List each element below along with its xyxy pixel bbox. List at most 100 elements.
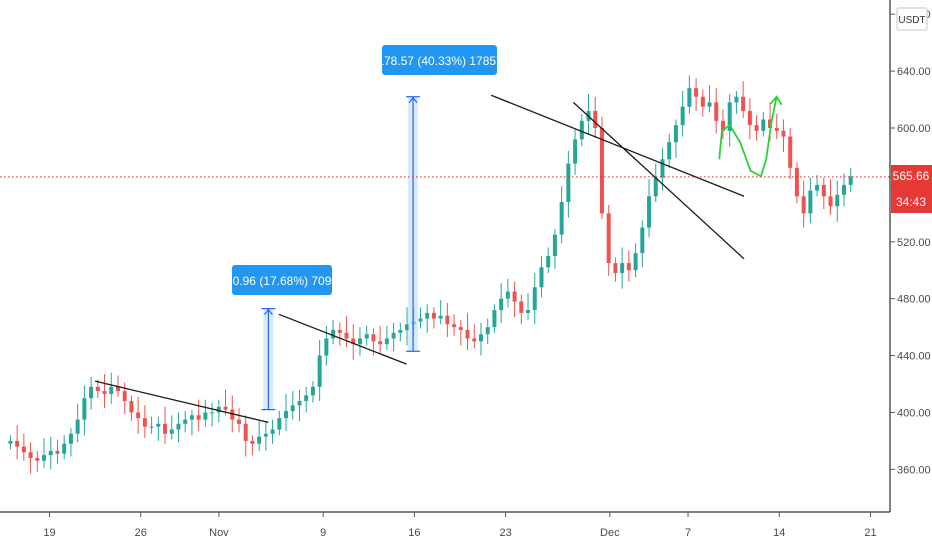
candle-body bbox=[761, 119, 766, 131]
candle-body bbox=[48, 450, 53, 456]
candle-body bbox=[176, 423, 181, 430]
candle-body bbox=[371, 334, 376, 342]
x-tick-label: 9 bbox=[320, 527, 326, 539]
candle-body bbox=[552, 234, 557, 256]
candle-body bbox=[297, 401, 302, 406]
candle-body bbox=[815, 184, 820, 191]
candle-body bbox=[324, 338, 329, 356]
candle-body bbox=[774, 128, 779, 131]
current-price-value: 565.66 bbox=[893, 169, 930, 183]
channel-2-upper bbox=[278, 313, 407, 365]
candle-body bbox=[55, 450, 60, 454]
candle-body bbox=[519, 301, 524, 313]
candle-body bbox=[163, 423, 168, 434]
candle-body bbox=[741, 96, 746, 111]
candle-body bbox=[626, 263, 631, 271]
candle-body bbox=[290, 405, 295, 412]
candle-body bbox=[848, 176, 853, 185]
candle-body bbox=[747, 110, 752, 126]
candle-body bbox=[250, 440, 255, 444]
candle-body bbox=[42, 455, 47, 461]
candle-body bbox=[485, 327, 490, 335]
candle-body bbox=[270, 429, 275, 434]
candle-body bbox=[425, 312, 430, 319]
candle-body bbox=[438, 315, 443, 319]
projection-arrowhead bbox=[769, 95, 783, 106]
unit-badge[interactable]: USDT bbox=[896, 7, 928, 31]
candle-body bbox=[129, 401, 134, 413]
candle-body bbox=[15, 440, 20, 447]
candle-body bbox=[499, 298, 504, 311]
candle-body bbox=[532, 287, 537, 311]
candle-body bbox=[714, 102, 719, 121]
candle-body bbox=[331, 329, 336, 339]
x-tick-label: 14 bbox=[773, 527, 785, 539]
y-tick-label: 640.00 bbox=[897, 66, 931, 78]
candle-body bbox=[472, 338, 477, 342]
measure-label-small-text: 70.96 (17.68%) 7096 bbox=[226, 274, 338, 288]
candle-body bbox=[465, 329, 470, 339]
candle-body bbox=[196, 415, 201, 420]
candle-body bbox=[216, 406, 221, 413]
x-tick-label: 7 bbox=[685, 527, 691, 539]
candle-body bbox=[102, 391, 107, 394]
projection-path bbox=[718, 95, 783, 178]
candle-body bbox=[720, 120, 725, 131]
candle-body bbox=[344, 332, 349, 339]
candle-body bbox=[458, 327, 463, 330]
candle-body bbox=[243, 423, 248, 441]
candle-body bbox=[835, 194, 840, 207]
y-tick-label: 600.00 bbox=[897, 123, 931, 135]
candle-body bbox=[808, 190, 813, 214]
candle-body bbox=[136, 412, 141, 419]
candle-body bbox=[236, 419, 241, 424]
candle-body bbox=[593, 110, 598, 128]
candle-body bbox=[667, 142, 672, 160]
candle-body bbox=[841, 184, 846, 195]
x-tick-label: 26 bbox=[135, 527, 147, 539]
candle-countdown: 34:43 bbox=[896, 195, 926, 209]
candle-body bbox=[230, 409, 235, 420]
candle-body bbox=[68, 433, 73, 444]
candle-body bbox=[505, 291, 510, 299]
candle-body bbox=[640, 227, 645, 254]
candle-body bbox=[653, 177, 658, 197]
x-tick-label: 19 bbox=[43, 527, 55, 539]
candle-body bbox=[210, 412, 215, 414]
measures bbox=[261, 96, 421, 411]
candle-body bbox=[734, 96, 739, 103]
candle-body bbox=[821, 184, 826, 197]
candle-body bbox=[263, 433, 268, 437]
candle-body bbox=[203, 412, 208, 420]
projection-curve bbox=[718, 96, 778, 178]
candle-body bbox=[546, 256, 551, 268]
measure-label-small[interactable]: 70.96 (17.68%) 7096 bbox=[226, 265, 338, 295]
candle-body bbox=[707, 102, 712, 107]
measure-label-large[interactable]: 178.57 (40.33%) 17857 bbox=[377, 45, 503, 75]
candle-body bbox=[223, 406, 228, 410]
candle-body bbox=[122, 391, 127, 402]
candle-body bbox=[317, 355, 322, 387]
candle-body bbox=[559, 201, 564, 235]
unit-label: USDT bbox=[898, 15, 925, 26]
candle-body bbox=[526, 310, 531, 313]
candle-body bbox=[391, 332, 396, 339]
candle-body bbox=[727, 102, 732, 131]
measure-arrow bbox=[263, 308, 273, 315]
candle-body bbox=[35, 457, 40, 461]
candle-body bbox=[75, 419, 80, 434]
candle-body bbox=[95, 386, 100, 392]
candle-body bbox=[89, 386, 94, 399]
candle-body bbox=[405, 324, 410, 330]
candle-body bbox=[284, 411, 289, 419]
candle-body bbox=[384, 338, 389, 345]
candle-body bbox=[378, 341, 383, 345]
candle-body bbox=[82, 398, 87, 420]
candle-body bbox=[633, 253, 638, 271]
channel-3-lower bbox=[572, 101, 745, 260]
candle-body bbox=[115, 386, 120, 392]
candle-body bbox=[768, 119, 773, 128]
candle-body bbox=[606, 213, 611, 264]
